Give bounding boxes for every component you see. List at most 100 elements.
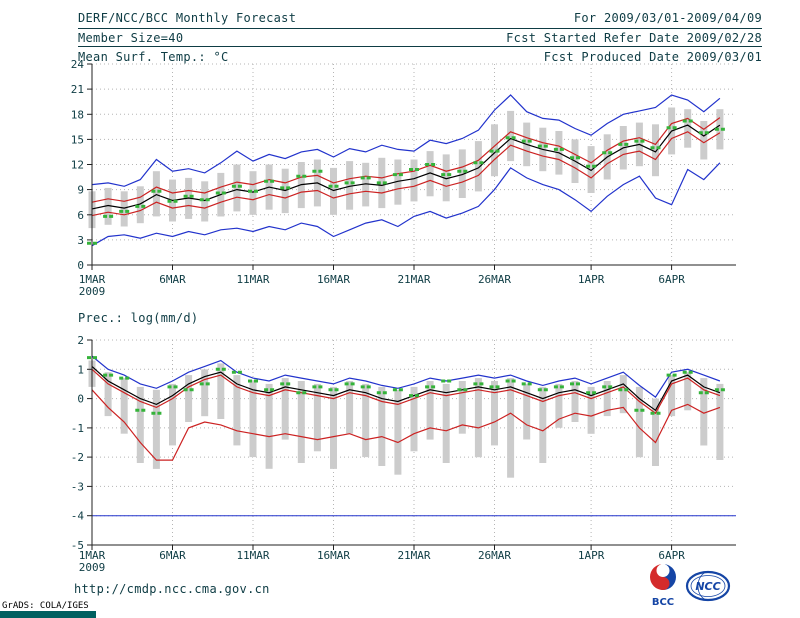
spread-bar <box>169 383 176 446</box>
spread-bar <box>330 167 337 215</box>
spread-bar <box>394 159 402 205</box>
spread-bar <box>201 369 209 417</box>
ensemble-min-line <box>91 162 721 247</box>
spread-bar <box>507 378 515 478</box>
spread-bar <box>362 383 370 458</box>
spread-bar <box>378 157 386 209</box>
ncc-globe-meridian-icon <box>697 571 709 601</box>
spread-bar <box>555 383 563 428</box>
spread-bar <box>233 375 241 446</box>
grads-credit: GrADS: COLA/IGES <box>2 601 89 611</box>
x-tick-sublabel: 2009 <box>79 561 106 574</box>
lower-quartile-line <box>91 389 721 461</box>
spread-bar <box>716 383 724 460</box>
spread-bar <box>587 386 595 434</box>
spread-bar <box>201 181 209 222</box>
forecast-period: For 2009/03/01-2009/04/09 <box>573 11 762 25</box>
y-tick-label: -1 <box>71 422 84 435</box>
spread-bar <box>474 141 482 192</box>
x-tick-label: 26MAR <box>478 549 511 562</box>
x-tick-label: 6MAR <box>159 549 186 562</box>
header-rule-1 <box>78 28 762 29</box>
x-tick-label: 21MAR <box>397 549 430 562</box>
spread-bar <box>474 378 482 458</box>
spread-bar <box>104 372 112 417</box>
spread-bar <box>313 383 321 452</box>
spread-bar <box>716 109 724 150</box>
spread-bar <box>635 386 643 458</box>
bcc-swirl-red-icon <box>650 564 670 590</box>
x-tick-label: 1MAR <box>79 549 106 562</box>
y-tick-label: -3 <box>71 480 84 493</box>
ncc-logo: NCC <box>685 570 731 602</box>
spread-bar <box>104 187 112 225</box>
ncc-logo-label: NCC <box>695 580 720 593</box>
spread-bar <box>136 186 144 224</box>
spread-bar <box>668 375 676 417</box>
source-url: http://cmdp.ncc.cma.gov.cn <box>74 582 270 596</box>
temp-panel-label: Mean Surf. Temp.: °C <box>78 50 229 64</box>
lower-quartile-line <box>91 131 721 217</box>
produced-date: Fcst Produced Date 2009/03/01 <box>543 50 762 64</box>
x-tick-label: 1APR <box>578 549 605 562</box>
y-tick-label: -4 <box>71 510 85 523</box>
spread-bar <box>410 159 418 202</box>
y-tick-label: 3 <box>77 234 84 247</box>
spread-bar <box>587 146 595 193</box>
x-tick-label: 6APR <box>658 273 685 286</box>
spread-bar <box>491 124 498 177</box>
ncc-globe-inner-icon <box>690 575 726 597</box>
spread-bar <box>684 372 692 411</box>
member-size: Member Size=40 <box>78 31 184 45</box>
spread-bar <box>152 171 160 217</box>
header-rule-2 <box>78 46 762 47</box>
ensemble-max-line <box>91 94 721 187</box>
page-title: DERF/NCC/BCC Monthly Forecast <box>78 11 297 25</box>
x-tick-label: 21MAR <box>397 273 430 286</box>
x-tick-label: 1MAR <box>79 273 106 286</box>
x-tick-label: 16MAR <box>317 549 350 562</box>
y-tick-label: 9 <box>77 184 84 197</box>
bcc-logo: BCC <box>650 564 676 608</box>
y-tick-label: -2 <box>71 451 84 464</box>
x-tick-label: 16MAR <box>317 273 350 286</box>
spread-bar <box>297 381 305 463</box>
spread-bar <box>491 381 498 446</box>
spread-bar <box>619 375 627 414</box>
spread-bar <box>152 389 160 469</box>
spread-bar <box>120 191 128 227</box>
spread-bar <box>233 164 241 212</box>
x-tick-label: 1APR <box>578 273 605 286</box>
spread-bar <box>684 109 692 148</box>
bcc-logo-label: BCC <box>652 597 674 608</box>
spread-bar <box>426 381 434 440</box>
spread-bar <box>330 386 337 469</box>
y-tick-label: 6 <box>77 209 84 222</box>
x-tick-label: 6MAR <box>159 273 186 286</box>
spread-bar <box>362 162 370 207</box>
y-tick-label: 0 <box>77 393 84 406</box>
spread-bar <box>458 381 466 434</box>
spread-bar <box>346 381 354 434</box>
spread-bar <box>539 386 547 463</box>
y-tick-label: 21 <box>71 83 84 96</box>
spread-bar <box>265 383 273 469</box>
spread-bar <box>120 378 128 434</box>
x-tick-label: 11MAR <box>236 273 269 286</box>
ensemble-mean-line <box>91 124 721 210</box>
y-tick-label: 1 <box>77 363 84 376</box>
spread-bar <box>652 124 659 177</box>
spread-bar <box>700 378 708 446</box>
y-tick-label: 24 <box>71 58 85 71</box>
spread-bar <box>346 161 354 210</box>
y-tick-label: 12 <box>71 159 84 172</box>
spread-bar <box>442 154 450 202</box>
spread-bar <box>249 171 257 215</box>
x-tick-label: 11MAR <box>236 549 269 562</box>
spread-bar <box>652 398 659 466</box>
y-tick-label: 18 <box>71 108 84 121</box>
refer-date: Fcst Started Refer Date 2009/02/28 <box>506 31 762 45</box>
